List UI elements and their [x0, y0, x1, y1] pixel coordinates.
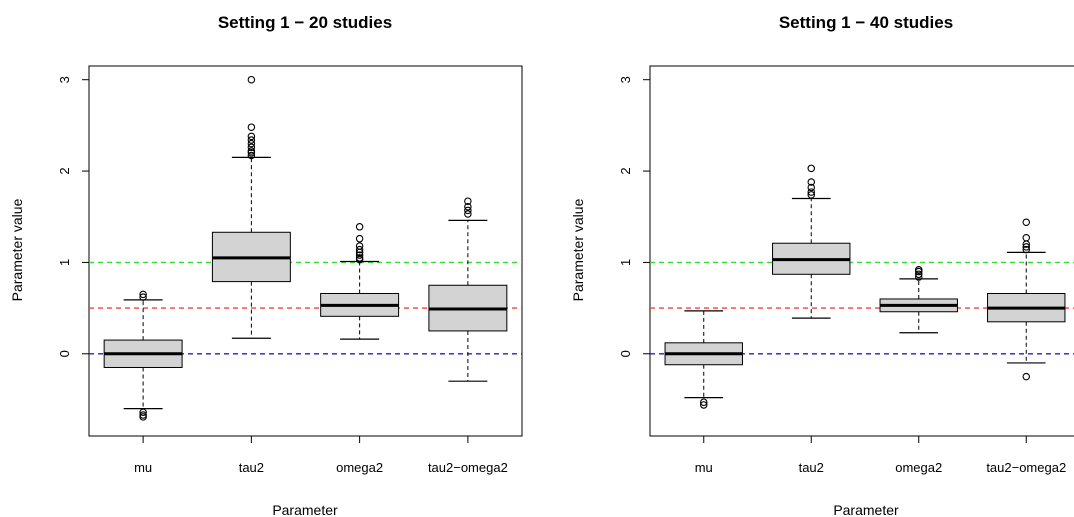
outlier-point [699, 398, 708, 406]
y-axis-label: Parameter value [9, 198, 25, 301]
outlier-point [247, 139, 256, 148]
plot-area: 0 1 2 3 mu tau2 omega2 tau2−omega2 [618, 65, 1074, 475]
outlier-point [139, 290, 147, 299]
y-tick-label: 0 [618, 350, 633, 357]
outlier-point [464, 206, 472, 215]
y-tick-label: 2 [618, 167, 633, 174]
outlier-point [247, 147, 256, 155]
x-tick-label: mu [134, 460, 152, 475]
y-axis-label: Parameter value [570, 198, 586, 301]
chart-title: Setting 1 − 40 studies [779, 13, 953, 32]
plot-frame [649, 65, 1074, 437]
outlier-point [807, 178, 815, 186]
y-tick-label: 1 [618, 259, 633, 266]
outlier-point [914, 273, 923, 281]
x-tick-label: tau2 [799, 460, 824, 475]
y-tick-label: 0 [57, 350, 72, 357]
outlier-point [139, 413, 147, 421]
x-tick-label: tau2−omega2 [986, 460, 1066, 475]
x-tick-label: tau2−omega2 [428, 460, 508, 475]
outlier-point [247, 75, 256, 84]
outlier-point [1022, 243, 1030, 251]
outlier-point [247, 136, 256, 144]
x-tick-label: tau2 [239, 460, 264, 475]
outlier-point [807, 164, 815, 173]
x-tick-label: omega2 [336, 460, 383, 475]
chart-title: Setting 1 − 20 studies [218, 13, 392, 32]
outlier-point [355, 245, 364, 254]
y-tick-label: 1 [57, 259, 72, 266]
outlier-point [807, 183, 815, 192]
y-tick-label: 3 [57, 76, 72, 83]
outlier-point [247, 123, 256, 131]
outlier-point [464, 197, 472, 205]
outlier-point [807, 188, 815, 196]
outlier-point [139, 408, 147, 416]
outlier-point [355, 254, 364, 262]
outlier-point [464, 202, 472, 211]
outlier-point [247, 143, 256, 152]
outlier-point [247, 132, 256, 141]
chart-panel-2: Setting 1 − 40 studies Parameter value P… [570, 13, 1074, 517]
outlier-point [355, 251, 364, 259]
plot-area: 0 1 2 3 mu tau2 omega2 tau2−omega2 [57, 65, 523, 475]
outlier-point [355, 223, 364, 231]
plot-frame [88, 65, 523, 437]
outlier-point [139, 293, 147, 301]
x-axis-label: Parameter [272, 502, 338, 517]
outlier-point [355, 234, 364, 243]
x-axis-label: Parameter [833, 502, 899, 517]
outlier-point [464, 210, 472, 218]
y-tick-label: 3 [618, 76, 633, 83]
x-tick-label: omega2 [895, 460, 942, 475]
outlier-point [1022, 234, 1030, 242]
chart-panel-1: Setting 1 − 20 studies Parameter value P… [9, 13, 523, 517]
outlier-point [355, 242, 364, 250]
outlier-point [914, 265, 923, 274]
outlier-point [807, 191, 815, 199]
outlier-point [1022, 245, 1030, 254]
x-tick-label: mu [695, 460, 713, 475]
outlier-point [699, 401, 708, 409]
outlier-point [1022, 218, 1030, 226]
outlier-point [247, 151, 256, 160]
outlier-point [1022, 372, 1030, 381]
y-tick-label: 2 [57, 167, 72, 174]
outlier-point [914, 270, 923, 279]
